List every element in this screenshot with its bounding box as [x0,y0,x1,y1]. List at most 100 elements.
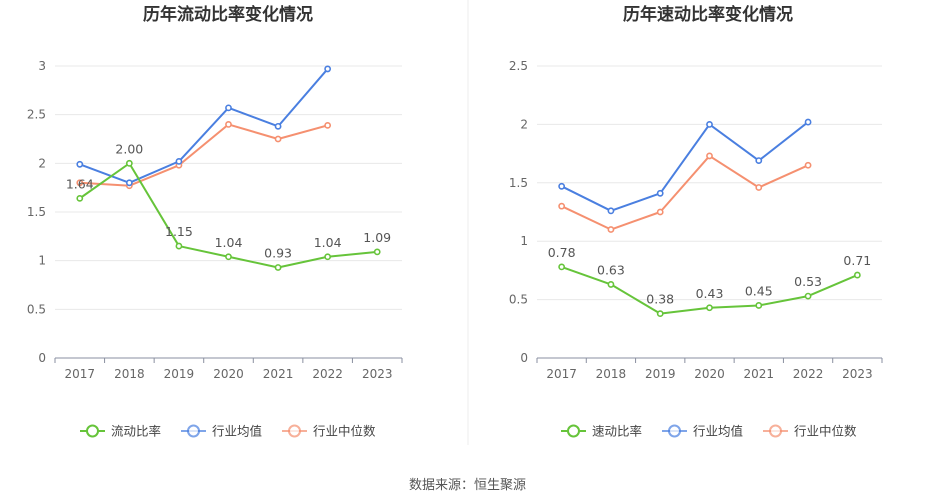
data-point [274,135,282,143]
data-point [804,161,812,169]
y-tick-label: 2 [38,156,46,170]
data-point [755,302,763,309]
legend-marker [567,424,580,438]
data-point [706,152,713,160]
data-point [225,253,232,261]
legend-label: 行业中位数 [794,424,857,439]
data-point [755,184,763,191]
legend-item: 行业中位数 [282,424,376,439]
data-label: 1.04 [314,235,342,250]
data-point [804,292,812,300]
y-tick-label: 2.5 [27,108,46,122]
data-point [324,65,332,73]
data-label: 0.43 [696,286,724,301]
y-tick-label: 0 [520,351,528,365]
x-tick-label: 2022 [312,367,343,381]
data-point [324,121,332,129]
data-point [125,179,133,187]
data-label: 0.71 [843,253,871,268]
source-note: 数据来源：恒生聚源 [408,478,526,493]
legend-label: 行业均值 [693,424,743,439]
data-point [175,242,183,250]
chart-title: 历年速动比率变化情况 [623,4,793,25]
data-point [76,194,84,202]
x-tick-label: 2019 [645,367,676,381]
data-point [706,304,713,312]
y-tick-label: 1 [38,254,46,268]
legend-label: 速动比率 [592,424,642,439]
data-point [76,179,84,187]
data-label: 0.53 [794,274,822,289]
data-point [373,248,381,256]
x-tick-label: 2020 [694,367,725,381]
x-tick-label: 2018 [596,367,627,381]
y-tick-label: 0.5 [509,293,528,307]
data-label: 0.63 [597,262,625,277]
x-tick-label: 2017 [546,367,577,381]
legend-item: 行业均值 [181,424,262,439]
x-tick-label: 2021 [263,367,294,381]
data-point [804,118,812,126]
y-tick-label: 3 [38,59,46,73]
series-line [561,154,809,231]
chart-1: 历年流动比率变化情况 0 0.5 1 1.5 2 2.5 3 2017 2018 2019 2020 2… [27,4,403,439]
data-label: 1.04 [215,235,243,250]
legend-marker [668,424,681,438]
data-label: 0.78 [548,245,576,260]
y-tick-label: 1 [520,234,528,248]
data-label: 1.09 [363,230,391,245]
legend-item: 行业均值 [662,424,743,439]
y-tick-label: 0 [38,351,46,365]
data-point [225,104,232,112]
legend-marker [86,424,99,438]
data-point [607,207,615,215]
x-tick-label: 2023 [842,367,873,381]
data-point [656,310,664,318]
legend-item: 流动比率 [80,424,161,439]
y-tick-label: 0.5 [27,302,46,316]
data-point [274,264,282,271]
data-point [225,121,232,128]
data-label: 0.45 [745,283,773,298]
y-tick-label: 2.5 [509,59,528,73]
data-point [607,226,615,233]
data-point [324,253,332,261]
legend-marker [288,424,301,438]
x-tick-label: 2021 [744,367,775,381]
data-label: 0.38 [646,292,674,307]
data-point [274,122,282,130]
y-tick-label: 2 [520,117,528,131]
x-tick-label: 2022 [793,367,824,381]
legend-item: 行业中位数 [763,424,857,439]
series-line [79,162,378,269]
data-label: 2.00 [115,141,143,156]
data-point [558,182,566,190]
series-line [79,123,328,187]
legend-marker [769,424,782,438]
y-tick-label: 1.5 [27,205,46,219]
data-point [76,160,84,168]
series-line [79,68,329,184]
data-label: 1.15 [165,224,193,239]
x-tick-label: 2019 [164,367,195,381]
data-point [125,159,133,167]
data-point [706,121,713,128]
chart-title: 历年流动比率变化情况 [143,4,313,25]
data-point [607,281,615,288]
data-point [656,189,664,197]
x-tick-label: 2018 [114,367,145,381]
series-line [561,121,809,212]
x-tick-label: 2023 [362,367,393,381]
chart-2: 历年速动比率变化情况 0 0.5 1 1.5 2 2.5 2017 2018 2019 2020 20… [509,4,883,439]
data-point [853,271,861,279]
x-tick-label: 2017 [65,367,96,381]
data-point [656,208,664,216]
legend-item: 速动比率 [561,424,642,439]
data-point [755,157,763,165]
data-point [558,202,566,210]
legend-label: 行业均值 [212,424,262,439]
data-label: 1.64 [66,176,94,191]
data-label: 0.93 [264,245,292,260]
data-point [558,263,566,271]
